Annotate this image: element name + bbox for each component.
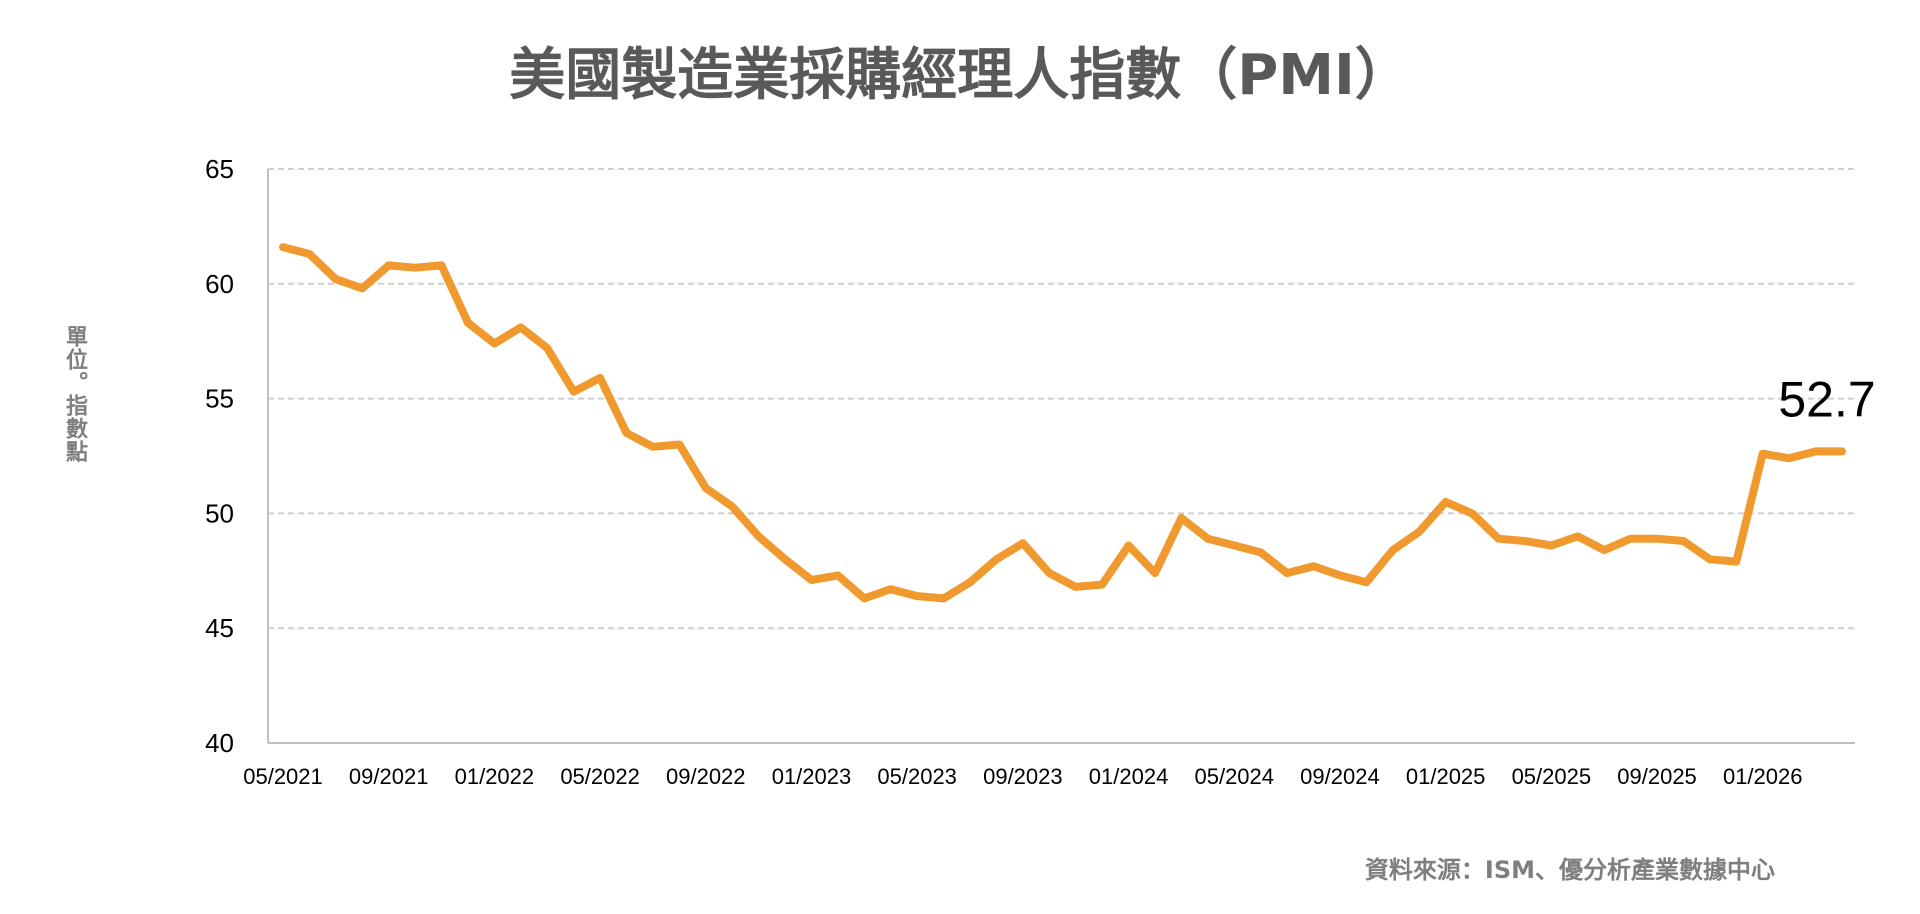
x-tick-label: 05/2021 bbox=[243, 764, 323, 789]
x-tick-label: 01/2023 bbox=[772, 764, 852, 789]
y-tick-label: 60 bbox=[205, 269, 234, 299]
x-tick-label: 05/2022 bbox=[560, 764, 640, 789]
y-tick-label: 65 bbox=[205, 154, 234, 184]
x-tick-label: 09/2022 bbox=[666, 764, 746, 789]
source-note: 資料來源：ISM、優分析產業數據中心 bbox=[1364, 856, 1775, 884]
x-tick-label: 09/2023 bbox=[983, 764, 1063, 789]
y-tick-label: 40 bbox=[205, 728, 234, 758]
y-axis-label: 單位。指數點 bbox=[62, 325, 87, 463]
last-value-label: 52.7 bbox=[1778, 371, 1875, 427]
chart-title: 美國製造業採購經理人指數（PMI） bbox=[509, 43, 1411, 108]
x-tick-label: 09/2021 bbox=[349, 764, 429, 789]
gridlines bbox=[268, 168, 1855, 630]
x-tick-labels: 05/2021 09/2021 01/2022 05/2022 09/2022 01/20… bbox=[243, 764, 1802, 789]
x-tick-label: 05/2025 bbox=[1512, 764, 1592, 789]
y-tick-labels: 65 60 55 50 45 40 bbox=[205, 154, 234, 758]
y-tick-label: 50 bbox=[205, 498, 234, 528]
x-tick-label: 09/2024 bbox=[1300, 764, 1380, 789]
x-tick-label: 01/2024 bbox=[1089, 764, 1169, 789]
x-tick-label: 01/2025 bbox=[1406, 764, 1486, 789]
x-tick-label: 05/2024 bbox=[1194, 764, 1274, 789]
x-tick-label: 05/2023 bbox=[877, 764, 957, 789]
y-tick-label: 55 bbox=[205, 384, 234, 414]
x-tick-label: 01/2022 bbox=[455, 764, 535, 789]
y-tick-label: 45 bbox=[205, 613, 234, 643]
x-tick-label: 09/2025 bbox=[1617, 764, 1697, 789]
series-line-pmi bbox=[279, 243, 1846, 603]
x-tick-label: 01/2026 bbox=[1723, 764, 1803, 789]
